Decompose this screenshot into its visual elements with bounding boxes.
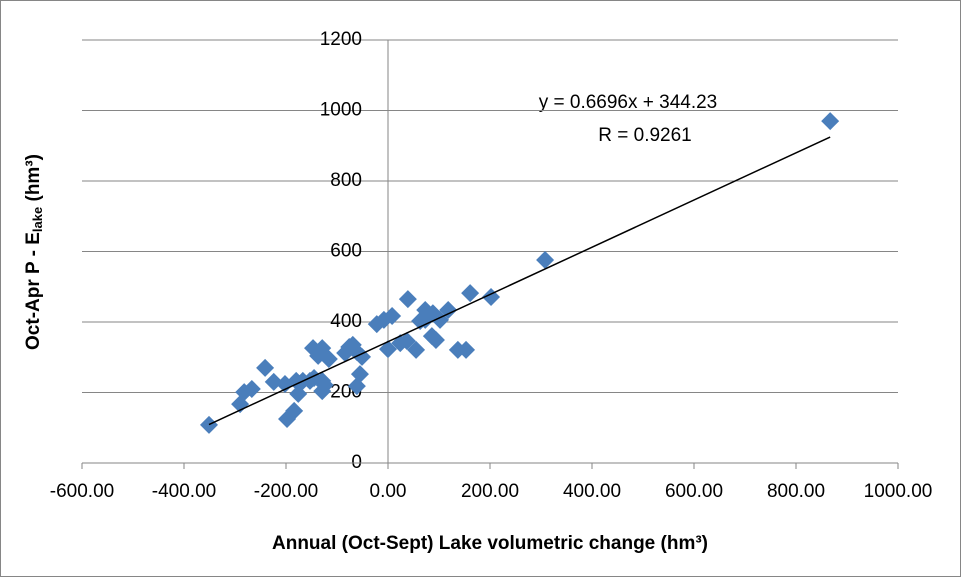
y-tick-label: 1200 <box>320 29 362 50</box>
x-tick-label: 800.00 <box>767 481 825 502</box>
point <box>383 307 402 326</box>
x-tick-label: 0.00 <box>370 481 407 502</box>
point <box>407 340 426 359</box>
point <box>426 330 445 349</box>
x-tick-label: 200.00 <box>461 481 519 502</box>
point <box>439 301 458 320</box>
y-tick-label: 400 <box>330 311 362 332</box>
y-tick-label: 600 <box>330 241 362 262</box>
point <box>319 350 338 369</box>
point <box>278 409 297 428</box>
y-label-main: Oct-Apr P - E <box>23 232 44 350</box>
y-label-sub: lake <box>30 207 45 232</box>
x-tick-label: -400.00 <box>152 481 216 502</box>
x-tick-label: 400.00 <box>563 481 621 502</box>
point <box>536 250 555 269</box>
trend-r: R = 0.9261 <box>598 125 692 146</box>
trend-equation: y = 0.6696x + 344.23 <box>539 92 718 113</box>
y-axis-label: Oct-Apr P - Elake (hm³) <box>23 154 45 350</box>
trendline <box>208 136 831 426</box>
point <box>461 284 480 303</box>
point <box>379 340 397 359</box>
x-tick-label: -600.00 <box>50 481 114 502</box>
point <box>242 379 261 398</box>
point <box>264 372 283 391</box>
point <box>398 290 417 309</box>
point <box>313 382 332 401</box>
point <box>821 112 840 131</box>
x-tick-label: 600.00 <box>665 481 723 502</box>
point <box>457 340 476 359</box>
y-tick-label: 1000 <box>320 100 362 121</box>
y-tick-label: 800 <box>330 170 362 191</box>
point <box>199 415 218 434</box>
y-label-unit: (hm³) <box>23 154 44 207</box>
point <box>347 377 366 396</box>
x-tick-label: 1000.00 <box>864 481 933 502</box>
point <box>256 358 275 377</box>
x-axis-label: Annual (Oct-Sept) Lake volumetric change… <box>272 533 708 554</box>
x-tick-label: -200.00 <box>254 481 318 502</box>
